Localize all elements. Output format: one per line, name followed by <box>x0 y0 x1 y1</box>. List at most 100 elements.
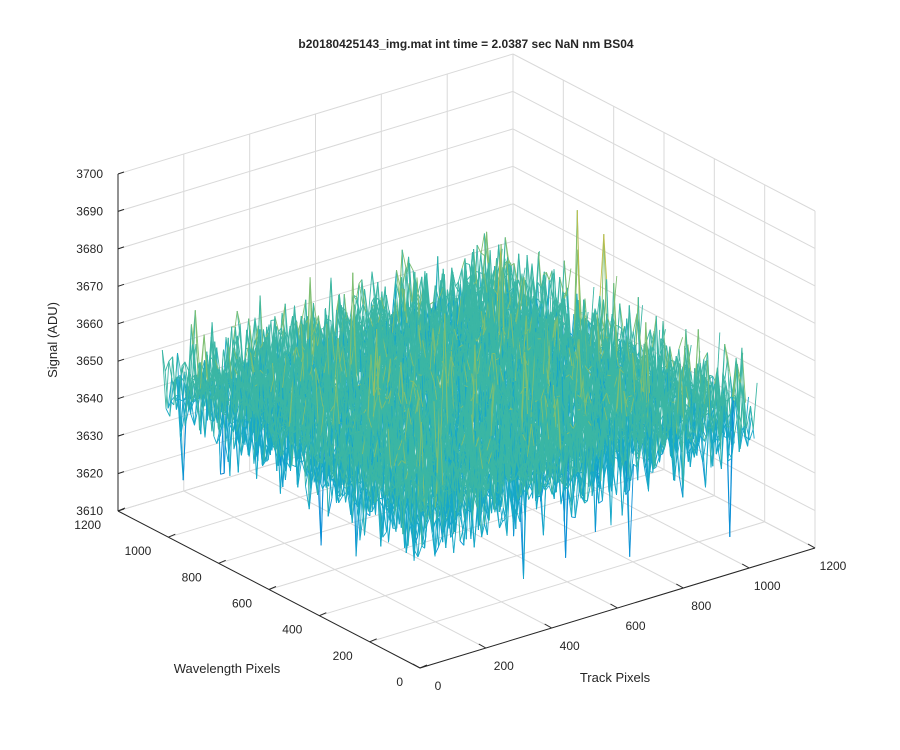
floor-gridline <box>319 495 715 617</box>
surface-segment <box>227 326 233 383</box>
surface-segment <box>408 283 413 303</box>
surface-segment <box>161 350 166 372</box>
surface-segment <box>480 252 485 256</box>
surface-segment <box>296 321 300 341</box>
surface-segment <box>281 303 286 328</box>
wall-gridline <box>512 240 816 399</box>
surface-segment <box>396 270 400 298</box>
surface-segment <box>244 318 250 362</box>
surface-segment <box>191 310 196 403</box>
surface-segment <box>173 378 178 406</box>
wall-gridline <box>117 165 514 287</box>
surface-segment <box>220 419 224 475</box>
surface-segment <box>384 306 388 330</box>
surface-segment <box>176 378 181 438</box>
surface-segment <box>338 294 343 321</box>
surface-segment <box>236 310 241 325</box>
surface-segment <box>254 325 259 361</box>
surface-segment <box>380 297 385 310</box>
surface-segment <box>220 472 225 475</box>
surface-segment <box>184 411 189 426</box>
surface-segment <box>223 349 227 373</box>
surface-segment <box>184 361 189 385</box>
surface-segment <box>169 356 174 417</box>
surface-segment <box>209 356 215 362</box>
surface-segment <box>164 361 170 372</box>
surface-segment <box>164 371 169 409</box>
surface-plot <box>161 210 758 579</box>
surface-segment <box>194 412 198 426</box>
surface-segment <box>170 400 175 406</box>
surface-segment <box>402 267 407 284</box>
surface-segment <box>177 352 182 375</box>
surface-segment <box>446 289 451 304</box>
surface-segment <box>179 377 184 481</box>
surface-segment <box>285 326 291 353</box>
surface-segment <box>473 248 477 310</box>
surface-segment <box>181 393 186 426</box>
surface-segment <box>165 361 170 409</box>
surface-segment <box>270 332 275 362</box>
wall-gridline <box>117 203 514 325</box>
surface-segment <box>180 361 186 375</box>
surface-segment <box>161 350 167 409</box>
surface-segment <box>213 435 218 444</box>
surface-segment <box>284 303 289 378</box>
surface-segment <box>179 377 183 394</box>
surface-segment <box>249 325 254 352</box>
surface-segment <box>190 375 196 402</box>
surface-segment <box>434 285 439 299</box>
surface-segment <box>476 244 482 254</box>
surface-segment <box>426 286 431 312</box>
surface-segment <box>176 376 180 379</box>
surface-segment <box>277 327 282 356</box>
surface-segment <box>489 269 495 283</box>
wall-gridline <box>117 240 514 362</box>
surface-segment <box>373 297 378 323</box>
surface-segment <box>236 335 241 383</box>
surface-segment <box>233 310 238 340</box>
surface-segment <box>194 310 199 381</box>
surface-segment <box>193 375 198 396</box>
surface-segment <box>179 416 185 438</box>
surface-segment <box>480 252 485 304</box>
wall-gridline <box>512 128 816 287</box>
surface-segment <box>188 344 193 372</box>
surface-segment <box>165 408 171 417</box>
surface-segment <box>380 297 386 333</box>
wall-gridline <box>117 53 514 175</box>
surface-segment <box>361 327 367 340</box>
surface-segment <box>167 400 172 409</box>
surface-segment <box>188 372 193 380</box>
surface-segment <box>545 272 550 281</box>
surface-segment <box>343 294 348 322</box>
surface-segment <box>216 347 221 370</box>
surface-segment <box>457 268 463 282</box>
wall-gridline <box>117 90 514 212</box>
surface-segment <box>301 326 306 354</box>
surface-segment <box>465 262 470 265</box>
surface-segment <box>210 337 215 362</box>
surface-segment <box>191 402 195 426</box>
wall-gridline <box>512 53 816 212</box>
surface-segment <box>357 308 362 331</box>
wall-gridline <box>512 203 816 362</box>
surface-segment <box>187 401 192 413</box>
wall-gridline <box>512 90 816 249</box>
surface-segment <box>190 413 195 426</box>
floor-gridline <box>369 521 765 643</box>
surface-segment <box>168 361 173 379</box>
surface-segment <box>251 339 256 355</box>
wall-gridline <box>117 128 514 250</box>
surface-segment <box>322 314 328 340</box>
surface-segment <box>233 335 238 350</box>
surface-segment <box>367 271 373 318</box>
surface-segment <box>167 377 173 409</box>
surface-segment <box>190 395 195 402</box>
surface-segment <box>364 316 370 350</box>
surface-segment <box>193 394 198 402</box>
surface-segment <box>482 231 488 281</box>
surface-segment <box>168 356 173 362</box>
wall-gridline <box>512 165 816 324</box>
